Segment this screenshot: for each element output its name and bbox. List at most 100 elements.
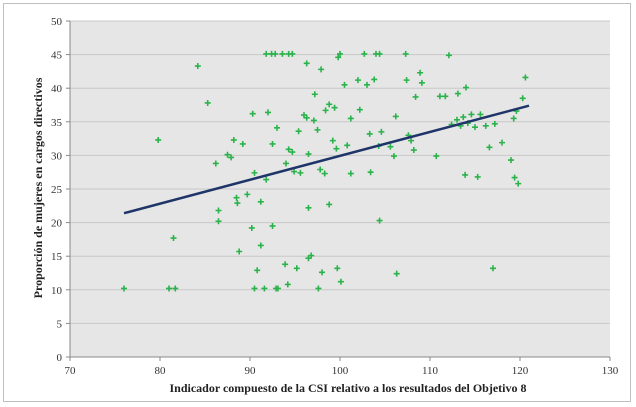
data-point (331, 104, 338, 111)
y-tick-label: 45 (51, 50, 63, 62)
data-point (215, 207, 222, 214)
data-point (314, 126, 321, 133)
data-point (511, 174, 518, 181)
data-point (305, 151, 312, 158)
data-point (321, 170, 328, 177)
data-point (297, 169, 304, 176)
x-tick-label: 100 (332, 365, 349, 377)
y-tick-label: 25 (51, 184, 63, 196)
data-point (285, 146, 292, 153)
data-point (265, 109, 271, 116)
y-tick-label: 5 (57, 318, 63, 330)
data-point (170, 235, 177, 242)
data-point (301, 112, 307, 119)
data-point (263, 50, 270, 57)
data-point (367, 169, 374, 176)
x-tick-label: 90 (245, 365, 257, 377)
data-point (291, 168, 298, 175)
data-point (463, 84, 469, 91)
data-point (508, 157, 514, 164)
data-point (244, 191, 251, 198)
data-point (491, 120, 498, 127)
data-point (274, 285, 281, 292)
data-point (233, 194, 240, 201)
data-point (417, 69, 424, 76)
data-point (403, 77, 410, 84)
data-point (284, 281, 291, 288)
y-tick-label: 40 (51, 83, 63, 95)
data-point (326, 201, 333, 208)
data-point (490, 265, 496, 272)
data-point (515, 180, 522, 187)
data-point (344, 142, 351, 149)
data-point (249, 110, 256, 117)
data-point (436, 93, 443, 100)
data-point (433, 153, 440, 160)
data-point (393, 270, 400, 277)
data-point (254, 267, 261, 274)
data-point (391, 153, 397, 160)
x-axis-title: Indicador compuesto de la CSI relativo a… (169, 381, 526, 395)
x-tick-label: 120 (512, 365, 529, 377)
data-point (408, 137, 415, 144)
data-point (371, 76, 378, 83)
data-point (283, 160, 289, 167)
data-point (472, 124, 478, 131)
data-point (279, 50, 286, 57)
trend-line (123, 104, 530, 215)
data-point (322, 107, 329, 114)
data-point (341, 81, 348, 88)
data-point (499, 139, 505, 146)
data-point (239, 140, 246, 147)
data-point (228, 154, 235, 161)
data-point (215, 218, 222, 225)
data-point (334, 265, 341, 272)
y-axis-title: Proporción de mujeres en cargos directiv… (31, 77, 45, 298)
data-point (462, 171, 469, 178)
data-point (194, 63, 201, 70)
data-point (172, 285, 179, 292)
data-point (522, 74, 529, 81)
data-point (269, 140, 276, 147)
data-point (355, 77, 361, 84)
data-point (308, 252, 315, 259)
data-point (204, 99, 211, 106)
data-point (303, 60, 310, 67)
data-point (474, 173, 481, 180)
data-point (410, 147, 417, 154)
data-point (224, 151, 231, 158)
y-tick-label: 30 (51, 150, 63, 162)
x-tick-label: 110 (422, 365, 439, 377)
data-point (356, 106, 363, 113)
data-point (317, 166, 324, 173)
data-point (295, 128, 302, 135)
data-point (248, 224, 255, 231)
data-point (274, 124, 280, 131)
data-point (289, 149, 296, 156)
data-point (378, 128, 385, 135)
data-point (376, 50, 383, 57)
data-point (364, 81, 370, 88)
data-point (337, 278, 344, 285)
y-tick-label: 10 (51, 285, 63, 297)
data-point (155, 136, 162, 143)
y-tick-label: 0 (57, 352, 63, 364)
data-point (212, 160, 219, 167)
data-point (305, 255, 312, 262)
data-point (454, 116, 460, 123)
data-point (315, 285, 322, 292)
data-point (311, 91, 318, 98)
x-tick-label: 70 (65, 365, 77, 377)
data-point (482, 122, 489, 129)
data-point (510, 115, 517, 122)
data-point (486, 144, 493, 151)
data-point (310, 117, 317, 124)
data-point (412, 93, 419, 100)
data-point (445, 52, 452, 59)
data-point (333, 145, 340, 152)
data-point (234, 200, 241, 207)
y-tick-label: 50 (51, 16, 63, 28)
data-point (361, 50, 368, 57)
data-point (261, 285, 268, 292)
x-tick-label: 80 (155, 365, 167, 377)
